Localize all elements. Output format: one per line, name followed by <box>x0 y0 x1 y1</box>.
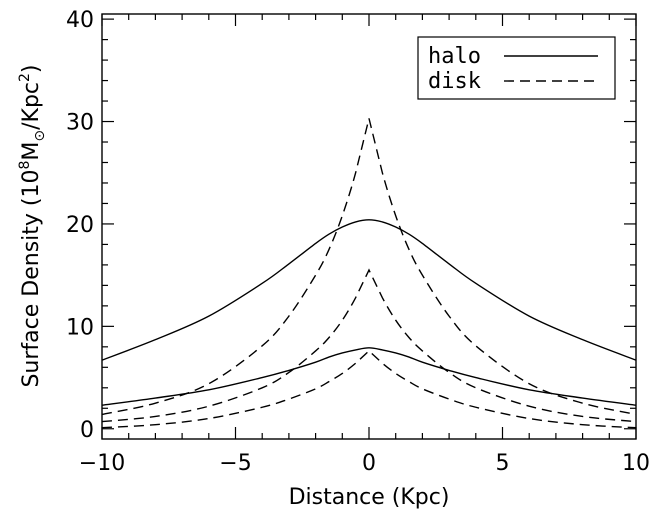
disk-curve-5 <box>101 349 637 429</box>
y-axis-title-sub: ⊙ <box>32 130 48 142</box>
y-axis-title-suffix: ) <box>19 64 44 73</box>
y-axis-title-mid2: /Kpc <box>19 82 44 130</box>
ticks-group <box>101 14 637 439</box>
disk-curve-3 <box>101 118 637 416</box>
curves-group <box>101 118 637 429</box>
legend-label-disk: disk <box>428 69 481 94</box>
halo-curve-2 <box>101 347 637 406</box>
disk-curve-4 <box>101 268 637 423</box>
y-axis-title-prefix: Surface Density (10 <box>19 170 44 388</box>
y-tick-label: 10 <box>66 315 94 340</box>
plot-frame <box>101 13 637 440</box>
x-tick-label: 10 <box>622 451 650 476</box>
tick-labels-group: −10 −5 0 5 10 0 10 20 30 40 <box>66 8 650 476</box>
legend: halo disk <box>417 36 616 100</box>
x-tick-label: −10 <box>79 451 125 476</box>
y-tick-label: 0 <box>80 418 94 443</box>
y-axis-title-exp: 8 <box>17 161 33 170</box>
x-tick-label: −5 <box>219 451 251 476</box>
y-axis-title-exp2: 2 <box>17 73 33 82</box>
y-tick-label: 40 <box>66 8 94 33</box>
y-axis-title-mid: M <box>19 142 44 161</box>
y-tick-label: 30 <box>66 111 94 136</box>
legend-label-halo: halo <box>428 44 481 69</box>
x-tick-label: 5 <box>496 451 510 476</box>
y-tick-label: 20 <box>66 213 94 238</box>
halo-curve-1 <box>101 219 637 361</box>
x-axis-title: Distance (Kpc) <box>289 485 450 510</box>
x-tick-label: 0 <box>362 451 376 476</box>
y-axis-title: Surface Density (108M⊙/Kpc2) <box>17 64 48 387</box>
legend-box <box>417 36 616 100</box>
